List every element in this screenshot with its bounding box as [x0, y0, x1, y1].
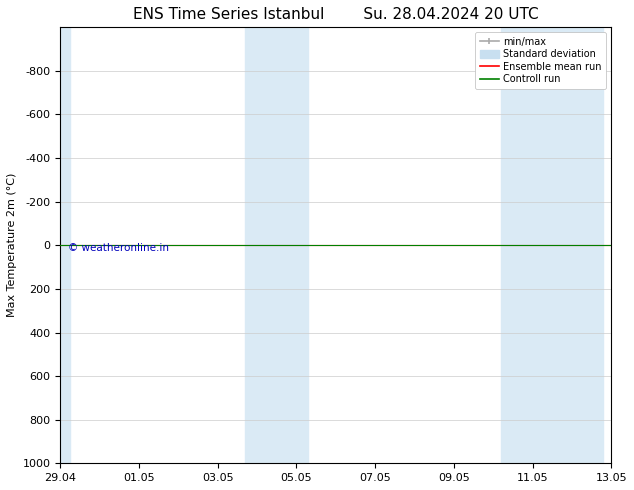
Bar: [60, 27, 70, 464]
Y-axis label: Max Temperature 2m (°C): Max Temperature 2m (°C): [7, 173, 17, 318]
Bar: [245, 27, 308, 464]
Title: ENS Time Series Istanbul        Su. 28.04.2024 20 UTC: ENS Time Series Istanbul Su. 28.04.2024 …: [133, 7, 538, 22]
Text: © weatheronline.in: © weatheronline.in: [68, 243, 169, 253]
Legend: min/max, Standard deviation, Ensemble mean run, Controll run: min/max, Standard deviation, Ensemble me…: [475, 32, 606, 89]
Bar: [501, 27, 604, 464]
